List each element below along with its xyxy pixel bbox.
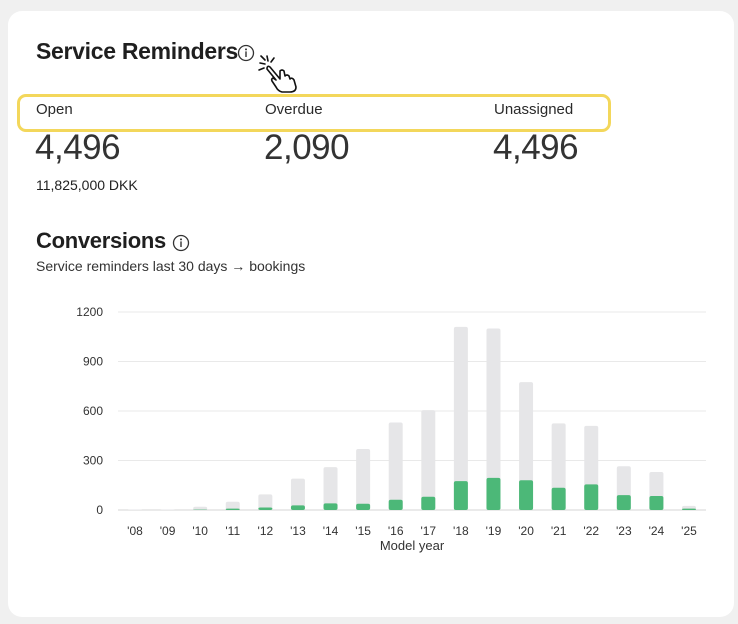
y-tick-label: 600 [83, 404, 103, 418]
x-tick-label: '25 [681, 524, 697, 538]
bar-total [356, 448, 371, 510]
bar-total [421, 410, 436, 510]
y-tick-label: 1200 [76, 305, 103, 319]
x-axis-label: Model year [380, 538, 445, 553]
service-reminders-title: Service Reminders [36, 38, 239, 64]
x-tick-label: '21 [551, 524, 567, 538]
y-tick-label: 300 [83, 454, 103, 468]
bar-converted [258, 507, 273, 510]
open-value[interactable]: 4,496 [35, 128, 121, 167]
x-tick-label: '12 [258, 524, 274, 538]
x-tick-label: '24 [649, 524, 665, 538]
x-tick-label: '19 [486, 524, 502, 538]
unassigned-value[interactable]: 4,496 [493, 128, 579, 167]
bar-total [225, 501, 240, 510]
bar-converted [682, 508, 696, 510]
stats-labels-highlight [17, 94, 611, 132]
conversions-title: Conversions [36, 228, 166, 253]
y-tick-label: 900 [83, 355, 103, 369]
bar-converted [616, 495, 631, 510]
x-tick-label: '11 [225, 524, 240, 538]
bar-total [519, 382, 534, 510]
bar-converted [388, 499, 403, 510]
pointer-hand-click-icon [258, 55, 297, 93]
bar-converted [551, 487, 566, 510]
service-reminders-card [8, 11, 734, 617]
x-tick-label: '17 [420, 524, 436, 538]
x-tick-label: '18 [453, 524, 469, 538]
overdue-label[interactable]: Overdue [265, 101, 323, 118]
bar-converted [584, 484, 599, 510]
x-tick-label: '23 [616, 524, 632, 538]
x-tick-label: '09 [160, 524, 176, 538]
x-tick-label: '20 [518, 524, 534, 538]
bar-converted [519, 480, 534, 510]
bar-converted [225, 508, 240, 510]
bar-total [290, 478, 305, 510]
y-tick-label: 0 [96, 503, 103, 517]
info-circle-icon[interactable] [172, 234, 190, 252]
bar-converted [290, 505, 305, 510]
bar-converted [486, 477, 501, 510]
open-label[interactable]: Open [36, 101, 73, 118]
x-tick-label: '13 [290, 524, 306, 538]
bar-total [486, 328, 501, 510]
conversions-subtitle: Service reminders last 30 days → booking… [36, 258, 306, 274]
info-circle-icon[interactable] [237, 44, 255, 62]
bar-converted [453, 481, 468, 510]
bar-total [323, 467, 338, 510]
bar-converted [356, 503, 371, 510]
bar-converted [649, 495, 664, 510]
bar-total [453, 326, 468, 510]
x-tick-label: '22 [583, 524, 599, 538]
bar-total [388, 422, 403, 510]
overdue-value[interactable]: 2,090 [264, 128, 350, 167]
x-tick-label: '10 [192, 524, 208, 538]
x-tick-label: '14 [323, 524, 339, 538]
x-tick-label: '16 [388, 524, 404, 538]
open-amount: 11,825,000 DKK [36, 177, 138, 193]
bar-total [258, 494, 273, 510]
unassigned-label[interactable]: Unassigned [494, 101, 574, 118]
bar-converted [421, 496, 436, 510]
bar-total [193, 506, 208, 510]
x-tick-label: '15 [355, 524, 371, 538]
x-tick-label: '08 [127, 524, 143, 538]
bar-converted [323, 503, 338, 510]
